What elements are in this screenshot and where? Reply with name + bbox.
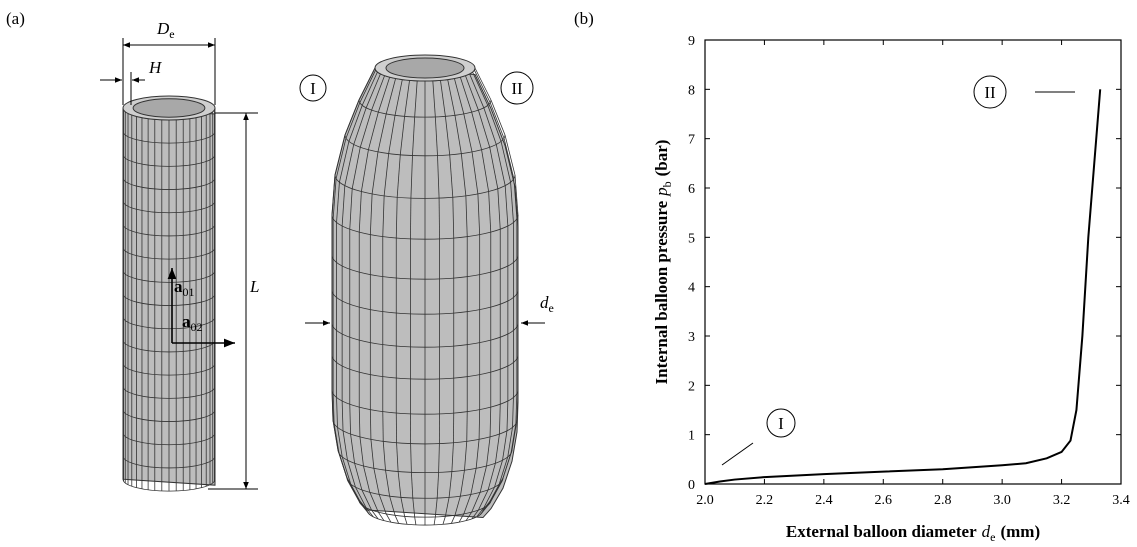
mesh-edge bbox=[405, 516, 407, 524]
label: L bbox=[249, 277, 259, 296]
x-tick-label: 3.2 bbox=[1053, 493, 1071, 508]
mesh-edge bbox=[395, 515, 399, 523]
mesh-edge bbox=[451, 515, 455, 523]
y-tick-label: 2 bbox=[688, 379, 695, 394]
axis-label-unit: (bar) bbox=[652, 140, 671, 177]
axis-label-text: External balloon diameter bbox=[786, 522, 977, 541]
state-label: II bbox=[511, 79, 523, 98]
x-tick-label: 2.0 bbox=[696, 493, 714, 508]
line bbox=[705, 89, 1100, 484]
axis-label-sub: b bbox=[660, 181, 674, 187]
y-tick-label: 9 bbox=[688, 34, 695, 49]
chart: 2.0 2.2 2.4 2.6 2.8 3.0 3.2 3.4 0 1 2 3 4 5 6 7 8 9 Extern… bbox=[652, 34, 1130, 544]
label: H bbox=[148, 58, 163, 77]
axis-label-unit: (mm) bbox=[1000, 522, 1040, 541]
axis-label-symbol: p bbox=[652, 187, 671, 197]
sub: 01 bbox=[183, 285, 195, 299]
y-tick-label: 8 bbox=[688, 83, 695, 98]
panel-label: (b) bbox=[574, 9, 594, 28]
axis-label-sub: e bbox=[990, 530, 995, 544]
mesh-edge bbox=[443, 516, 445, 524]
x-tick-label: 3.0 bbox=[993, 493, 1011, 508]
y-tick-label: 6 bbox=[688, 182, 695, 197]
y-tick-label: 5 bbox=[688, 231, 695, 246]
mesh-edge bbox=[386, 514, 391, 522]
plot-frame bbox=[705, 40, 1121, 484]
annotation-leader bbox=[722, 443, 753, 465]
mesh-edge bbox=[415, 517, 416, 525]
figure: (a) (b) De H L a01 a02 de I II 2.02.22.4… bbox=[0, 0, 1137, 547]
sub: 02 bbox=[191, 320, 203, 334]
x-tick-label: 2.2 bbox=[756, 493, 774, 508]
sub: e bbox=[169, 27, 174, 41]
mesh-edge bbox=[434, 517, 435, 525]
label: de bbox=[540, 293, 554, 315]
y-tick-label: 1 bbox=[688, 429, 695, 444]
y-tick-label: 7 bbox=[688, 133, 695, 148]
axis-label: Internal balloon pressure pb (bar) bbox=[652, 140, 674, 385]
x-tick-label: 2.8 bbox=[934, 493, 952, 508]
y-tick-label: 3 bbox=[688, 330, 695, 345]
sub: e bbox=[549, 301, 554, 315]
y-tick-label: 0 bbox=[688, 478, 695, 493]
mesh-hole bbox=[133, 99, 205, 117]
annotation: I bbox=[778, 414, 784, 433]
label: De bbox=[156, 19, 175, 41]
panel-label: (a) bbox=[6, 9, 25, 28]
x-tick-label: 3.4 bbox=[1112, 493, 1130, 508]
state-label: I bbox=[310, 79, 316, 98]
x-tick-label: 2.6 bbox=[875, 493, 893, 508]
axis-label-text: Internal balloon pressure bbox=[652, 200, 671, 384]
sym: D bbox=[156, 19, 170, 38]
y-tick-label: 4 bbox=[688, 281, 695, 296]
annotation: II bbox=[984, 83, 996, 102]
x-tick-label: 2.4 bbox=[815, 493, 833, 508]
mesh-hole bbox=[386, 58, 464, 78]
